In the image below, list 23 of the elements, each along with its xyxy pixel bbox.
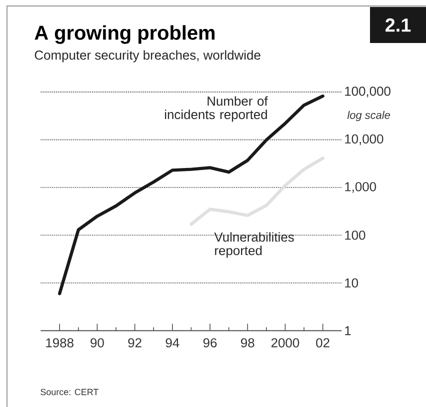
line-series bbox=[190, 156, 324, 226]
x-tick-label: 98 bbox=[241, 338, 254, 348]
text: log scale bbox=[347, 110, 390, 122]
text: 2.1 bbox=[386, 18, 411, 32]
y-tick-label: 10,000 bbox=[345, 134, 384, 146]
x-tick-label: 96 bbox=[203, 338, 217, 348]
x-tick-label: 1988 bbox=[46, 338, 74, 348]
series-label: Vulnerabilities reported bbox=[214, 232, 294, 258]
x-tick-label: 90 bbox=[90, 338, 104, 348]
chart-title: A growing problem bbox=[34, 25, 215, 44]
x-tick-label: 94 bbox=[166, 338, 180, 348]
line-series bbox=[58, 94, 324, 296]
x-tick-label: 2000 bbox=[271, 338, 300, 348]
y-tick-label: 100,000 bbox=[345, 86, 390, 98]
y-tick-label: 10 bbox=[345, 278, 358, 288]
source-note: Source: CERT bbox=[40, 388, 98, 396]
y-tick-label: 1,000 bbox=[345, 182, 376, 193]
y-tick-label: 1 bbox=[345, 326, 351, 336]
x-tick-label: 92 bbox=[128, 338, 142, 348]
y-tick-label: 100 bbox=[345, 230, 366, 240]
x-tick-label: 02 bbox=[316, 338, 330, 348]
chart-subtitle: Computer security breaches, worldwide bbox=[34, 50, 260, 62]
series-label: Number of incidents reported bbox=[164, 96, 268, 122]
